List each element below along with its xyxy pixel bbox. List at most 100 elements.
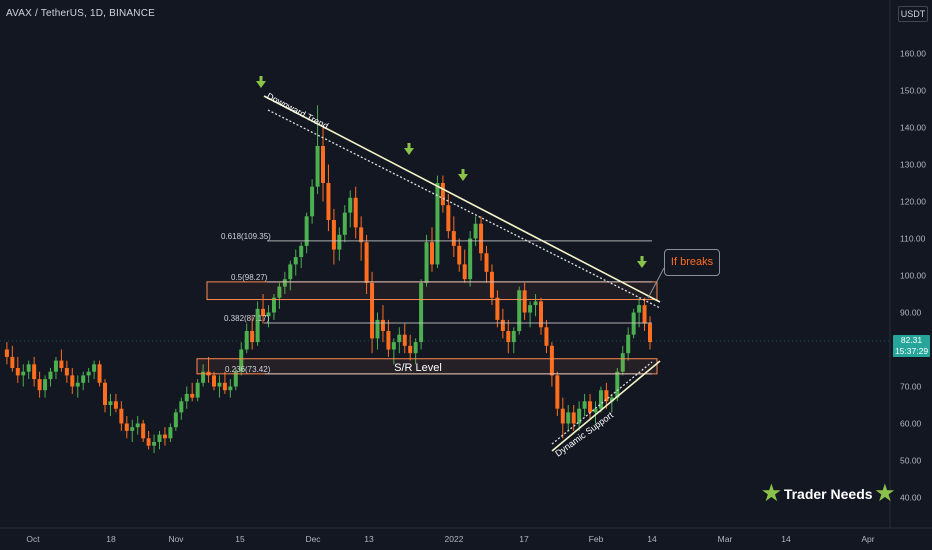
candle-body	[631, 312, 636, 335]
x-tick-label: Mar	[718, 534, 733, 544]
candle	[304, 212, 309, 254]
candle-body	[271, 297, 276, 313]
candle	[500, 308, 505, 339]
candle	[370, 271, 375, 354]
y-tick-label: 110.00	[900, 234, 926, 244]
candle-body	[446, 205, 451, 232]
bar-countdown: 15:37:29	[894, 346, 929, 356]
candle	[86, 368, 91, 383]
candle	[124, 416, 129, 439]
candle	[631, 308, 636, 339]
candle	[37, 371, 42, 398]
y-tick-label: 100.00	[900, 271, 926, 281]
candle-body	[184, 393, 189, 402]
x-tick-label: Feb	[589, 534, 604, 544]
y-tick-label: 160.00	[900, 49, 926, 59]
candle-body	[141, 423, 146, 439]
candle-body	[528, 305, 533, 313]
candle-body	[440, 183, 445, 206]
candle-body	[321, 146, 325, 183]
candle-body	[533, 301, 538, 306]
x-tick-label: 2022	[445, 534, 464, 544]
candle-body	[21, 371, 26, 376]
candle-body	[173, 412, 178, 428]
candle-body	[157, 434, 162, 442]
candle-body	[190, 393, 195, 398]
candle-body	[495, 297, 500, 320]
candle	[222, 371, 227, 394]
candle	[539, 297, 543, 335]
candle-body	[179, 401, 184, 413]
candle	[331, 208, 336, 265]
candle	[293, 249, 298, 276]
candle-body	[86, 371, 91, 376]
candle	[626, 327, 631, 361]
candle	[375, 312, 380, 350]
candle	[157, 430, 162, 450]
candle-body	[375, 319, 380, 339]
current-price-value: 82.31	[900, 335, 923, 345]
candle	[402, 323, 407, 354]
candle-body	[489, 271, 494, 298]
candle-body	[81, 375, 86, 383]
candle-body	[593, 408, 598, 413]
candle-body	[255, 308, 260, 343]
candle-body	[299, 245, 304, 257]
candle-body	[588, 401, 593, 413]
candle	[228, 379, 233, 398]
annotations: 0.618(109.35) 0.5(98.27) 0.382(87.17) 0.236…	[0, 76, 890, 459]
candle	[10, 345, 15, 372]
candle-body	[266, 312, 271, 317]
candle	[549, 342, 554, 387]
currency-button[interactable]: USDT	[898, 6, 928, 22]
candle-body	[222, 382, 227, 391]
candle-body	[119, 408, 124, 424]
candle	[282, 271, 287, 294]
candle	[468, 231, 473, 287]
candle-body	[288, 264, 293, 280]
candle	[92, 360, 97, 380]
candle-body	[544, 327, 549, 346]
candle	[32, 356, 37, 387]
candle-body	[648, 323, 652, 343]
arrow-shaft	[407, 143, 411, 149]
sr-level-label: S/R Level	[394, 362, 442, 374]
candle	[424, 234, 429, 287]
candle	[473, 216, 478, 246]
candle	[255, 301, 260, 346]
candle	[506, 319, 511, 354]
candle	[326, 164, 331, 232]
candle-body	[59, 360, 64, 368]
candle	[135, 416, 140, 435]
candle	[195, 379, 200, 402]
candle-body	[108, 401, 113, 405]
candle	[48, 368, 53, 387]
candle-body	[626, 334, 631, 354]
downward-trendline	[263, 95, 661, 303]
down-arrow-icon	[637, 256, 647, 268]
candle	[26, 360, 31, 380]
arrow-head	[404, 148, 414, 155]
candle	[484, 245, 489, 283]
candle	[582, 393, 587, 417]
candle	[233, 368, 238, 391]
candle	[173, 408, 178, 431]
arrow-head	[256, 81, 266, 88]
candle-body	[48, 371, 53, 380]
candle	[348, 190, 353, 228]
candle-body	[430, 242, 434, 265]
x-tick-label: 18	[106, 534, 116, 544]
candle-body	[571, 412, 576, 424]
x-tick-label: Oct	[26, 534, 40, 544]
candle	[299, 242, 304, 269]
y-tick-label: 40.00	[900, 493, 922, 503]
candles	[4, 105, 652, 454]
fib-label: 0.618(109.35)	[221, 232, 271, 241]
down-arrow-icon	[256, 76, 266, 88]
candle-body	[326, 183, 331, 220]
brand-watermark: ★ Trader Needs ★	[762, 482, 894, 505]
candle-body	[555, 375, 560, 409]
star-icon: ★	[762, 482, 781, 505]
candle-body	[451, 231, 456, 246]
